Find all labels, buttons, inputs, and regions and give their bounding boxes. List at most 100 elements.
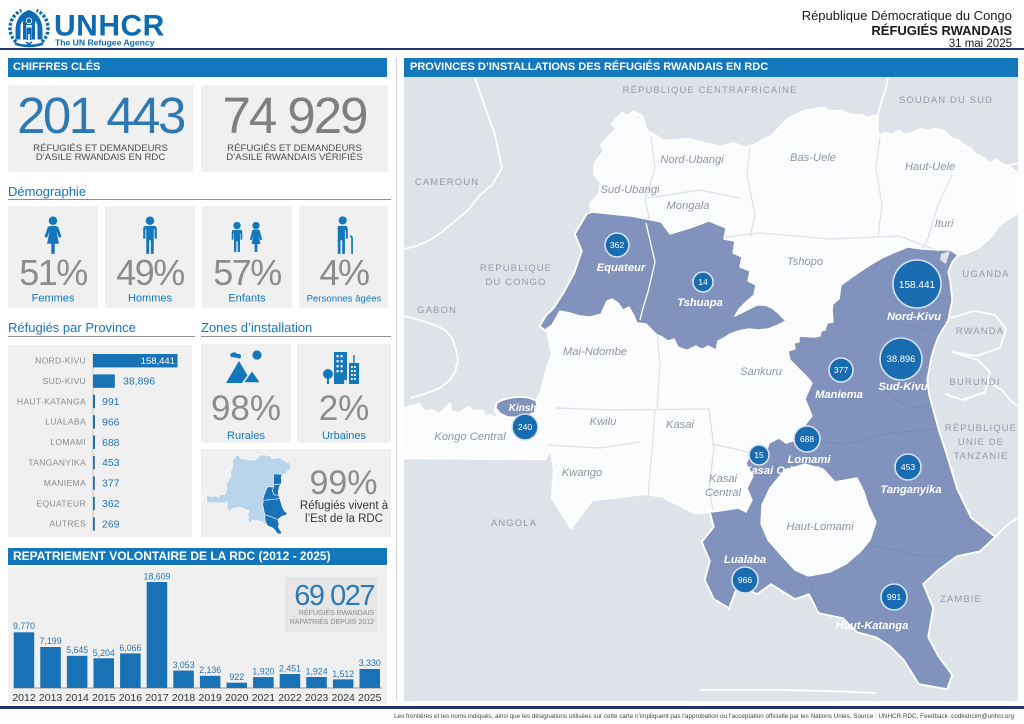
svg-text:Ituri: Ituri <box>935 218 954 230</box>
svg-text:TANZANIE: TANZANIE <box>953 451 1008 462</box>
svg-text:Kongo Central: Kongo Central <box>434 431 506 443</box>
svg-text:922: 922 <box>229 672 244 682</box>
svg-text:18,609: 18,609 <box>144 572 171 582</box>
svg-text:453: 453 <box>102 457 120 469</box>
svg-text:15: 15 <box>754 450 764 460</box>
svg-text:7,199: 7,199 <box>40 636 62 646</box>
svg-text:2019: 2019 <box>199 692 223 704</box>
svg-text:Kasai: Kasai <box>709 473 737 485</box>
svg-text:4%: 4% <box>319 252 369 293</box>
svg-text:51%: 51% <box>19 252 87 293</box>
svg-text:2013: 2013 <box>39 692 63 704</box>
svg-text:LOMAMI: LOMAMI <box>50 437 86 447</box>
svg-text:2017: 2017 <box>145 692 169 704</box>
svg-text:Nord-Ubangi: Nord-Ubangi <box>660 154 724 166</box>
svg-text:SOUDAN DU SUD: SOUDAN DU SUD <box>899 95 993 106</box>
svg-text:BURUNDI: BURUNDI <box>950 377 1001 388</box>
svg-text:Sud-Ubangi: Sud-Ubangi <box>600 184 660 196</box>
svg-text:Kinshasa: Kinshasa <box>509 403 554 414</box>
svg-text:DU CONGO: DU CONGO <box>485 277 546 288</box>
svg-text:Haut-Lomami: Haut-Lomami <box>786 521 854 533</box>
svg-text:HAUT-KATANGA: HAUT-KATANGA <box>17 396 86 406</box>
svg-text:453: 453 <box>901 462 916 472</box>
svg-text:240: 240 <box>518 422 533 432</box>
svg-text:REPUBLIQUE: REPUBLIQUE <box>480 263 552 274</box>
svg-text:14: 14 <box>698 277 708 287</box>
svg-text:2024: 2024 <box>332 692 356 704</box>
svg-text:966: 966 <box>102 416 120 428</box>
svg-text:49%: 49% <box>116 252 184 293</box>
svg-text:2016: 2016 <box>119 692 143 704</box>
svg-text:EQUATEUR: EQUATEUR <box>36 498 86 508</box>
svg-text:2018: 2018 <box>172 692 196 704</box>
svg-text:Tshopo: Tshopo <box>787 256 823 268</box>
svg-text:RAPATRIÉS DEPUIS 2012: RAPATRIÉS DEPUIS 2012 <box>290 617 374 626</box>
svg-text:The UN Refugee Agency: The UN Refugee Agency <box>55 38 155 48</box>
svg-text:Enfants: Enfants <box>228 293 266 305</box>
svg-text:2014: 2014 <box>66 692 90 704</box>
svg-text:2020: 2020 <box>225 692 249 704</box>
svg-text:AUTRES: AUTRES <box>49 519 86 529</box>
svg-text:Tshuapa: Tshuapa <box>677 297 723 309</box>
svg-text:Mongala: Mongala <box>667 200 710 212</box>
svg-text:57%: 57% <box>213 252 281 293</box>
svg-text:158.441: 158.441 <box>899 280 936 291</box>
svg-text:2021: 2021 <box>252 692 276 704</box>
svg-text:38,896: 38,896 <box>123 376 155 388</box>
svg-text:362: 362 <box>102 498 120 510</box>
svg-text:LUALABA: LUALABA <box>45 417 86 427</box>
svg-text:SUD-KIVU: SUD-KIVU <box>43 376 86 386</box>
svg-text:Lualaba: Lualaba <box>724 554 766 566</box>
svg-text:Femmes: Femmes <box>32 293 75 305</box>
svg-text:377: 377 <box>102 478 120 490</box>
svg-text:Maniema: Maniema <box>815 389 863 401</box>
svg-text:MANIEMA: MANIEMA <box>44 478 86 488</box>
svg-text:Lomami: Lomami <box>788 454 832 466</box>
svg-text:Nord-Kivu: Nord-Kivu <box>887 311 941 323</box>
svg-text:Sud-Kivu: Sud-Kivu <box>878 381 927 393</box>
svg-text:UNHCR: UNHCR <box>54 10 165 43</box>
svg-text:377: 377 <box>834 365 849 375</box>
svg-text:158,441: 158,441 <box>141 356 175 367</box>
svg-text:Bas-Uele: Bas-Uele <box>790 152 836 164</box>
svg-text:2012: 2012 <box>12 692 36 704</box>
svg-text:RÉFUGIÉS RWANDAIS: RÉFUGIÉS RWANDAIS <box>299 608 374 617</box>
svg-text:Kwango: Kwango <box>562 467 602 479</box>
svg-text:Central: Central <box>705 487 742 499</box>
svg-text:Haut-Katanga: Haut-Katanga <box>836 620 909 632</box>
svg-text:Mai-Ndombe: Mai-Ndombe <box>563 346 627 358</box>
svg-text:2,451: 2,451 <box>279 664 301 674</box>
svg-text:UNIE DE: UNIE DE <box>958 437 1004 448</box>
svg-text:2022: 2022 <box>278 692 302 704</box>
svg-text:NORD-KIVU: NORD-KIVU <box>35 356 86 366</box>
svg-text:2015: 2015 <box>92 692 116 704</box>
svg-text:Tanganyika: Tanganyika <box>880 484 941 496</box>
svg-text:CAMEROUN: CAMEROUN <box>415 177 479 188</box>
svg-text:Hommes: Hommes <box>128 293 173 305</box>
svg-text:TANGANYIKA: TANGANYIKA <box>28 458 86 468</box>
svg-text:38.896: 38.896 <box>887 353 916 364</box>
svg-text:5,204: 5,204 <box>93 648 115 658</box>
svg-text:688: 688 <box>102 437 120 449</box>
svg-text:Equateur: Equateur <box>597 262 646 274</box>
svg-text:9,770: 9,770 <box>13 621 35 631</box>
svg-text:688: 688 <box>800 434 815 444</box>
svg-text:69 027: 69 027 <box>294 580 374 612</box>
svg-text:RWANDA: RWANDA <box>956 326 1004 337</box>
svg-text:2025: 2025 <box>358 692 382 704</box>
svg-text:Personnes âgées: Personnes âgées <box>307 294 382 305</box>
svg-text:2,136: 2,136 <box>199 665 221 675</box>
svg-text:ANGOLA: ANGOLA <box>491 518 537 529</box>
svg-text:Sankuru: Sankuru <box>740 366 782 378</box>
svg-text:5,645: 5,645 <box>66 645 88 655</box>
svg-text:362: 362 <box>610 240 625 250</box>
svg-text:1,924: 1,924 <box>306 667 328 677</box>
svg-text:966: 966 <box>738 575 753 585</box>
svg-text:UGANDA: UGANDA <box>962 269 1009 280</box>
svg-text:GABON: GABON <box>417 305 457 316</box>
svg-text:269: 269 <box>102 518 120 530</box>
svg-text:3,053: 3,053 <box>173 660 195 670</box>
svg-text:2023: 2023 <box>305 692 329 704</box>
svg-text:Kasai Oriental: Kasai Oriental <box>743 465 819 477</box>
svg-text:Kwilu: Kwilu <box>590 416 617 428</box>
